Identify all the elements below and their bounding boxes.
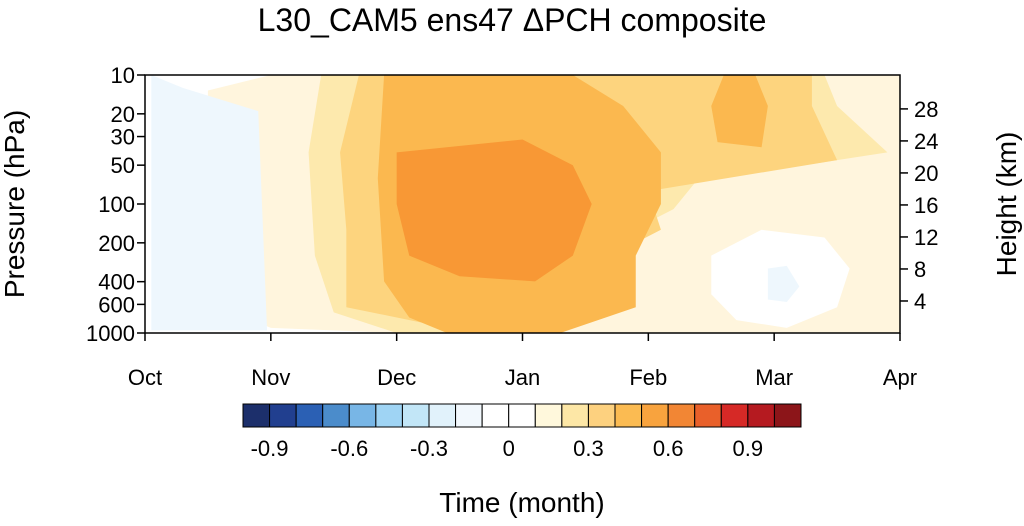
colorbar-swatch-7	[428, 403, 457, 428]
x-tick-label-dec: Dec	[377, 365, 416, 390]
colorbar-swatch-19	[747, 403, 775, 428]
x-tick-label-nov: Nov	[251, 365, 290, 390]
colorbar-swatch-10	[508, 403, 536, 428]
y2-tick-label-24: 24	[914, 129, 938, 154]
colorbar-swatch-2	[295, 403, 324, 428]
x-axis-label: Time (month)	[439, 487, 604, 518]
colorbar-label-0: 0	[503, 436, 515, 461]
colorbar-swatch-8	[455, 403, 483, 428]
colorbar-swatch-20	[773, 403, 802, 428]
x-tick-label-apr: Apr	[883, 365, 917, 390]
y2-tick-label-4: 4	[914, 289, 926, 314]
y-tick-label-1000: 1000	[86, 321, 135, 346]
colorbar-label--0.6: -0.6	[330, 436, 368, 461]
colorbar-swatch-5	[375, 403, 403, 428]
colorbar-label--0.9: -0.9	[251, 436, 289, 461]
colorbar-swatch-12	[561, 403, 589, 428]
colorbar-swatch-4	[348, 403, 377, 428]
colorbar-swatch-11	[534, 403, 563, 428]
colorbar-swatch-14	[614, 403, 643, 428]
y-axis-label: Pressure (hPa)	[0, 110, 30, 298]
colorbar-swatch-13	[587, 403, 616, 428]
colorbar-swatch-6	[401, 403, 430, 428]
chart-title: L30_CAM5 ens47 ΔPCH composite	[257, 2, 767, 38]
x-tick-label-mar: Mar	[755, 365, 793, 390]
y2-tick-label-16: 16	[914, 193, 938, 218]
colorbar-swatch-3	[322, 403, 350, 428]
y-tick-label-10: 10	[111, 63, 135, 88]
colorbar-swatch-9	[481, 403, 510, 428]
y-tick-label-20: 20	[111, 102, 135, 127]
y2-tick-label-28: 28	[914, 97, 938, 122]
y-tick-label-200: 200	[98, 231, 135, 256]
colorbar-label-0.3: 0.3	[573, 436, 604, 461]
colorbar-swatch-1	[269, 403, 297, 428]
y2-axis-label: Height (km)	[991, 132, 1022, 277]
colorbar-swatch-17	[694, 403, 722, 428]
colorbar-label-0.6: 0.6	[653, 436, 684, 461]
contour-region-8	[151, 75, 268, 331]
y2-tick-label-12: 12	[914, 225, 938, 250]
y-tick-label-100: 100	[98, 192, 135, 217]
y2-tick-label-20: 20	[914, 161, 938, 186]
colorbar-label-0.9: 0.9	[733, 436, 764, 461]
colorbar-label--0.3: -0.3	[410, 436, 448, 461]
y-tick-label-400: 400	[98, 270, 135, 295]
y2-tick-label-8: 8	[914, 257, 926, 282]
x-tick-label-oct: Oct	[128, 365, 162, 390]
y-tick-label-50: 50	[111, 153, 135, 178]
colorbar-swatch-18	[720, 403, 749, 428]
colorbar-swatch-15	[641, 403, 669, 428]
colorbar-swatch-16	[667, 403, 696, 428]
colorbar-swatch-0	[242, 403, 271, 428]
x-tick-label-jan: Jan	[505, 365, 540, 390]
x-tick-label-feb: Feb	[629, 365, 667, 390]
contour-region-5	[396, 139, 592, 282]
contour-region-4	[711, 75, 768, 148]
contour-region-7	[767, 265, 800, 303]
y-tick-label-600: 600	[98, 292, 135, 317]
y-tick-label-30: 30	[111, 125, 135, 150]
